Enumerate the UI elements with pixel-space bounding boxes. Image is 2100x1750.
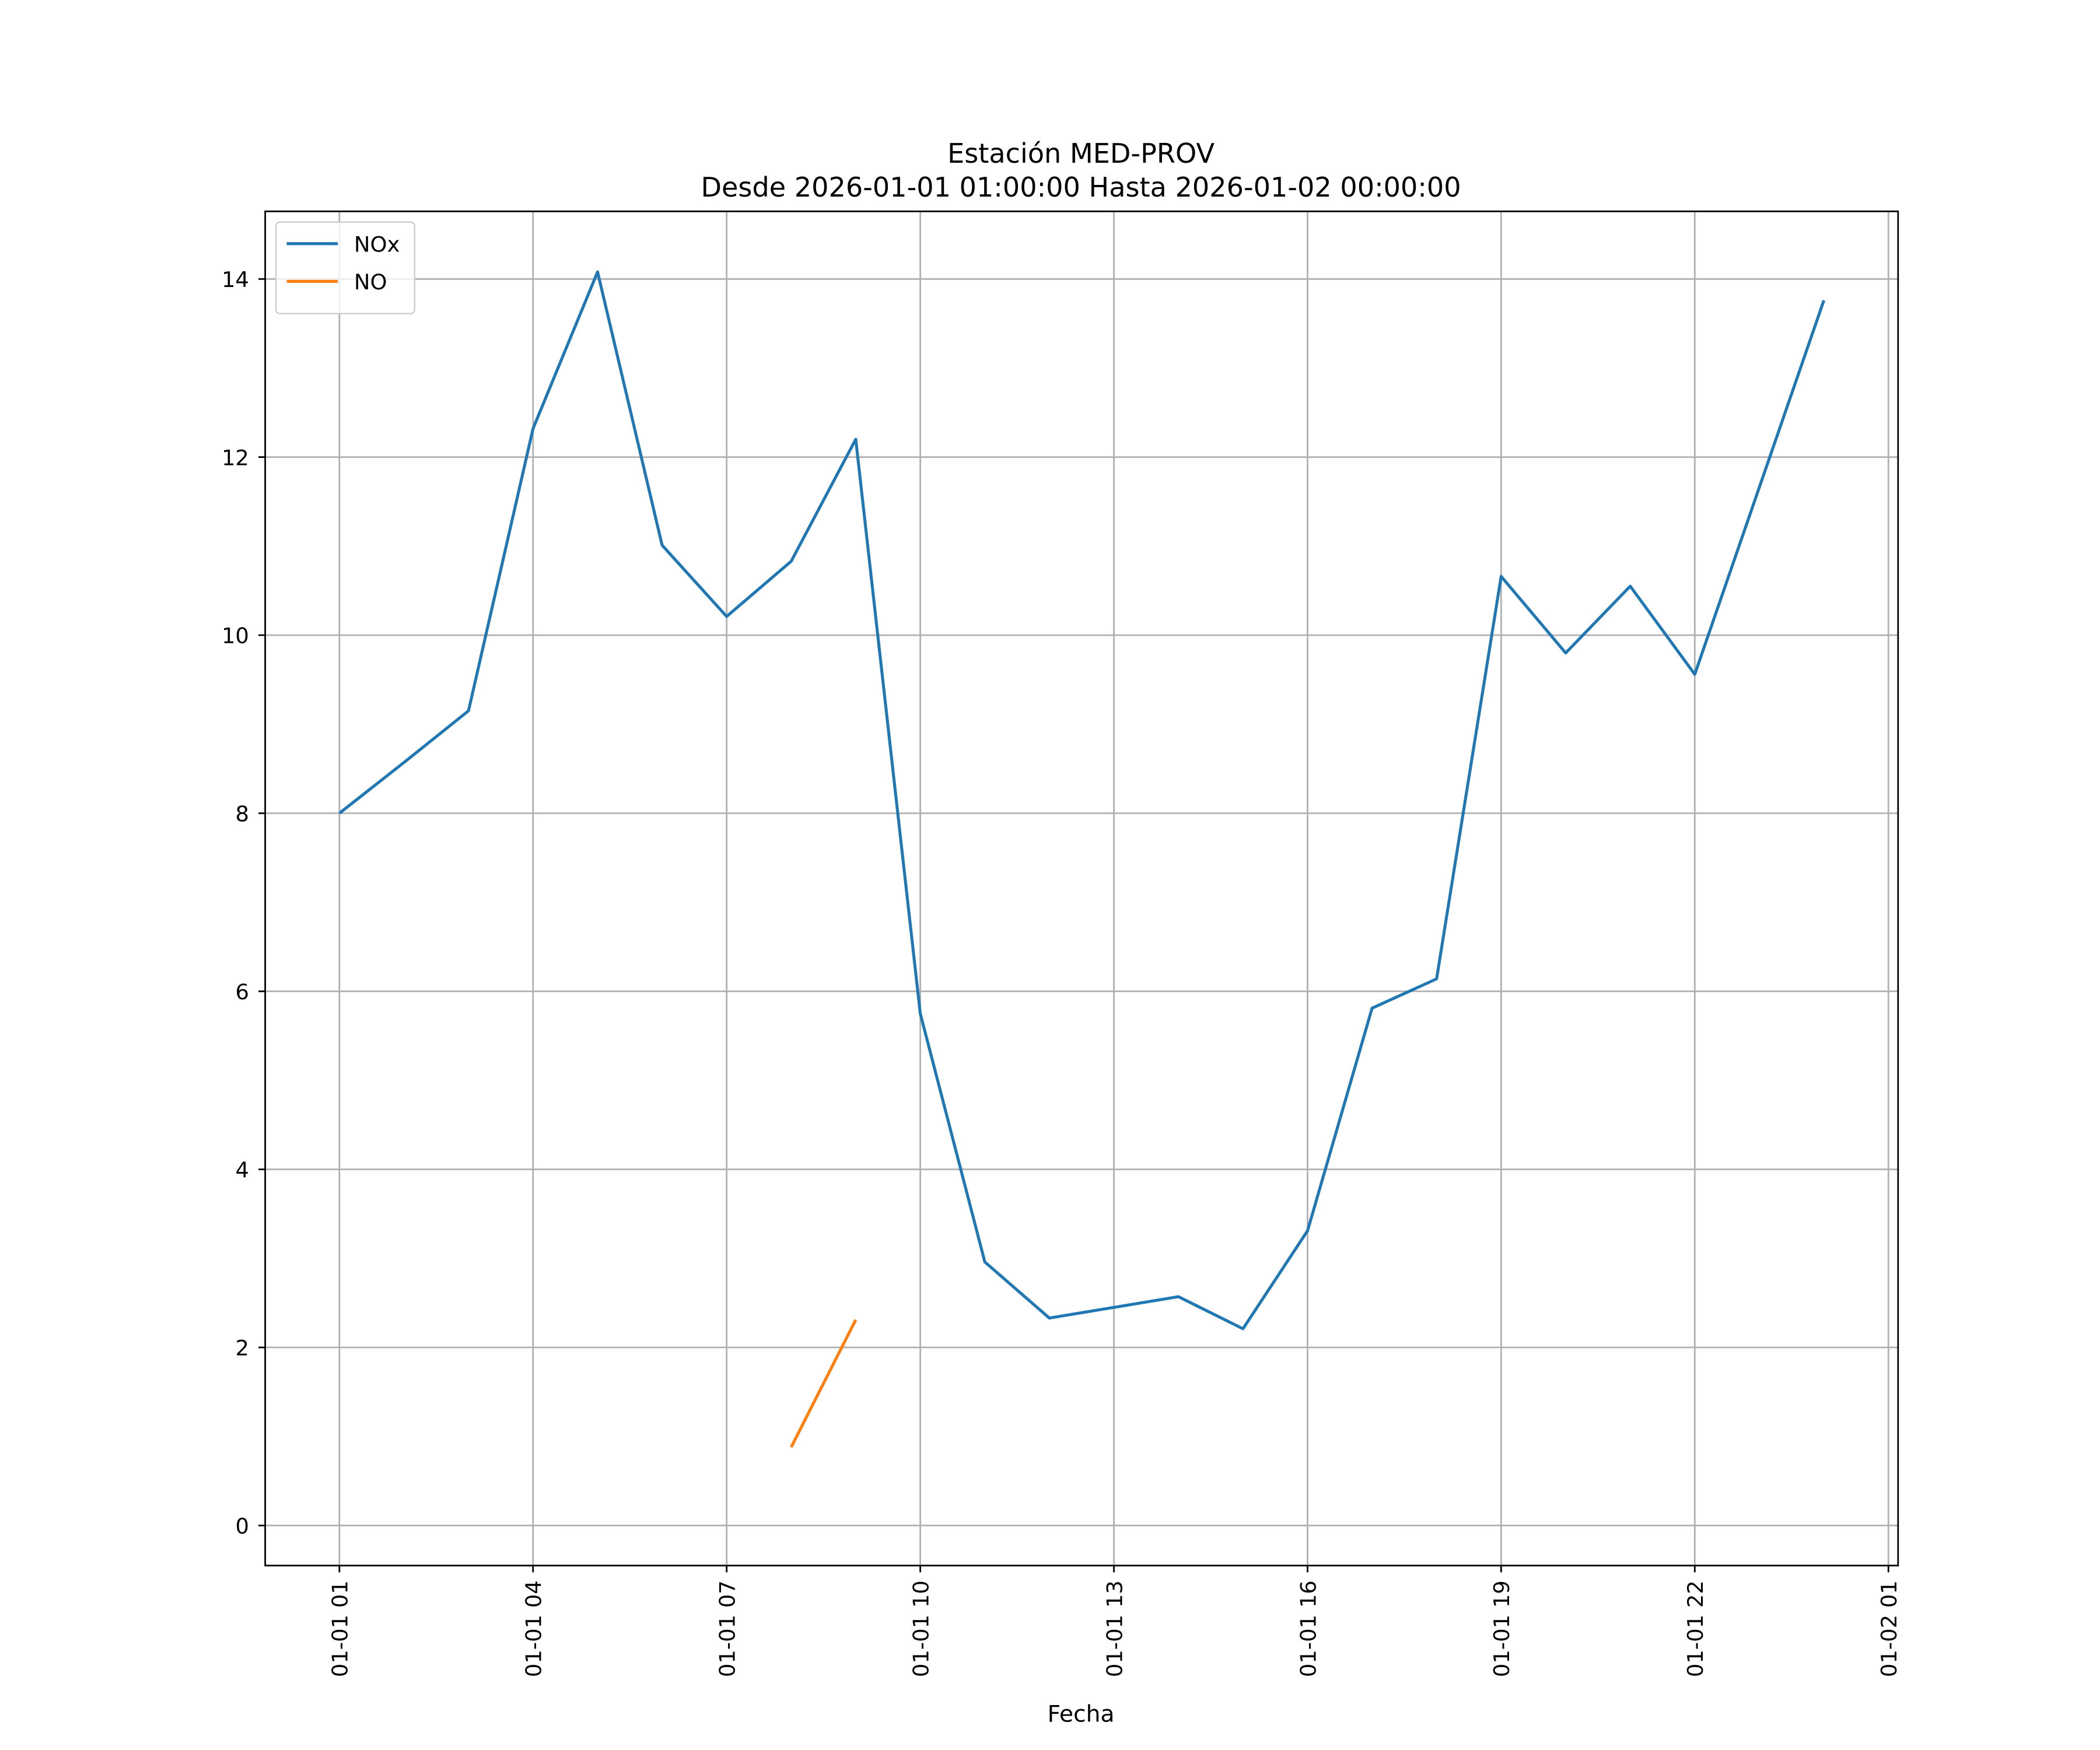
x-tick-label: 01-02 01 — [1877, 1580, 1902, 1677]
y-tick-label: 10 — [222, 624, 249, 649]
chart-title: Estación MED-PROV — [947, 138, 1214, 169]
plot-frame — [264, 210, 1899, 1567]
grid — [265, 211, 1898, 1566]
x-tick-label: 01-01 13 — [1102, 1580, 1127, 1677]
x-tick-label: 01-01 10 — [908, 1580, 933, 1677]
y-tick-label: 8 — [235, 802, 249, 827]
x-tick-label: 01-01 22 — [1683, 1580, 1708, 1677]
y-tick-label: 12 — [222, 445, 249, 470]
legend-label: NO — [354, 270, 387, 295]
x-tick-label: 01-01 07 — [715, 1580, 740, 1677]
legend-label: NOx — [354, 232, 400, 257]
y-tick-label: 14 — [222, 267, 249, 292]
data-line — [338, 270, 1825, 1331]
y-tick-label: 4 — [235, 1157, 249, 1182]
y-tick-label: 2 — [235, 1336, 249, 1361]
x-tick-label: 01-01 04 — [522, 1580, 547, 1677]
data-line — [790, 1319, 858, 1448]
x-tick-label: 01-01 01 — [328, 1580, 353, 1677]
x-tick-label: 01-01 19 — [1489, 1580, 1514, 1677]
x-tick-label: 01-01 16 — [1296, 1580, 1321, 1677]
x-axis-label: Fecha — [1048, 1702, 1115, 1728]
chart-subtitle: Desde 2026-01-01 01:00:00 Hasta 2026-01-… — [701, 172, 1461, 203]
legend: NOx NO — [275, 221, 415, 314]
y-tick-label: 0 — [235, 1514, 249, 1539]
y-tick-label: 6 — [235, 979, 249, 1005]
